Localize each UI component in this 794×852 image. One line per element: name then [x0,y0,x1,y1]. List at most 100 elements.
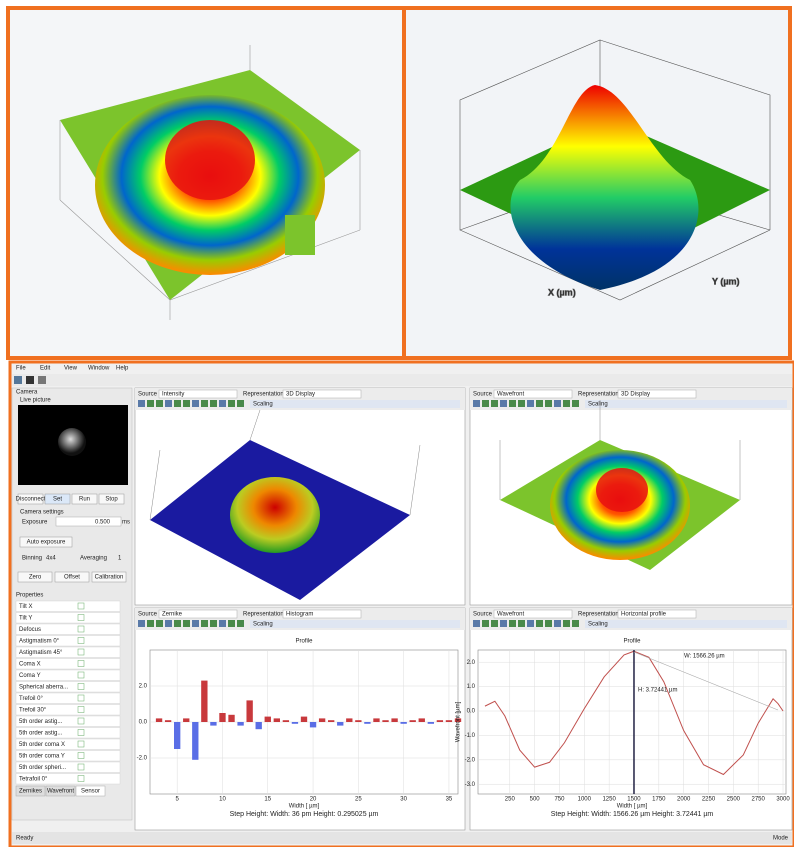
tool-icon[interactable] [138,400,145,407]
tool-icon[interactable] [536,620,543,627]
tool-icon[interactable] [174,400,181,407]
dropdown[interactable] [617,389,697,399]
menu-item[interactable]: Help [116,366,129,372]
property-row[interactable] [15,738,121,750]
tool-icon[interactable] [536,400,543,407]
property-row[interactable] [15,727,121,739]
property-name[interactable]: Coma Y [19,673,41,679]
property-row[interactable] [15,635,121,647]
property-row[interactable] [15,623,121,635]
dropdown[interactable] [282,609,362,619]
checkbox[interactable] [77,694,85,702]
button[interactable] [54,571,90,583]
tool-icon[interactable] [500,620,507,627]
checkbox[interactable] [77,775,85,782]
tool-icon[interactable] [183,400,190,407]
property-row[interactable] [15,750,121,762]
property-row[interactable] [15,612,121,624]
tool-icon[interactable] [518,400,525,407]
tool-icon[interactable] [174,620,181,627]
tool-icon[interactable] [156,620,163,627]
tool-icon[interactable] [237,400,244,407]
tool-icon[interactable] [527,400,534,407]
dropdown[interactable] [617,609,697,619]
tool-icon[interactable] [147,400,154,407]
checkbox[interactable] [77,706,85,713]
button-label[interactable]: Run [79,497,90,503]
tool-icon[interactable] [156,400,163,407]
button-label[interactable]: Calibration [95,575,124,581]
tab-label[interactable]: Wavefront [47,789,74,795]
tool-icon[interactable] [572,400,579,407]
property-name[interactable]: Trefoil 30° [19,708,47,714]
tool-icon[interactable] [572,620,579,627]
checkbox[interactable] [77,660,85,667]
tool-icon[interactable] [201,620,208,627]
button-label[interactable]: Disconnect [16,497,46,503]
tool-icon[interactable] [201,400,208,407]
tool-icon[interactable] [228,620,235,627]
dropdown[interactable] [282,389,362,399]
checkbox[interactable] [77,763,85,771]
tool-icon[interactable] [563,620,570,627]
tab[interactable] [75,785,106,797]
checkbox[interactable] [77,729,85,736]
checkbox[interactable] [77,625,85,633]
property-name[interactable]: 5th order coma X [19,742,65,748]
tool-icon[interactable] [482,620,489,627]
button-label[interactable]: Auto exposure [27,540,66,546]
tool-icon[interactable] [219,620,226,627]
property-name[interactable]: Tilt Y [19,616,32,622]
checkbox[interactable] [77,637,85,644]
property-name[interactable]: Astigmatism 0° [19,639,60,645]
tool-icon[interactable] [554,620,561,627]
tool-icon[interactable] [26,376,34,384]
tool-icon[interactable] [165,620,172,627]
tool-icon[interactable] [554,400,561,407]
tool-icon[interactable] [38,376,46,384]
dropdown-value[interactable]: 3D Display [286,392,315,398]
button[interactable] [44,493,71,505]
tool-icon[interactable] [527,620,534,627]
tool-icon[interactable] [518,620,525,627]
exposure-field[interactable] [55,516,122,527]
dropdown-value[interactable]: Horizontal profile [621,612,667,618]
tool-icon[interactable] [138,620,145,627]
tool-icon[interactable] [482,400,489,407]
tool-icon[interactable] [473,620,480,627]
dropdown-value[interactable]: Histogram [286,612,313,618]
tab[interactable] [45,785,76,797]
tool-icon[interactable] [165,400,172,407]
tool-icon[interactable] [473,400,480,407]
dropdown[interactable] [158,609,238,619]
property-name[interactable]: Trefoil 0° [19,696,43,702]
checkbox[interactable] [77,614,85,621]
button-label[interactable]: Set [53,497,62,503]
property-name[interactable]: Tilt X [19,604,32,610]
tab-label[interactable]: Zernikes [19,789,42,795]
tool-icon[interactable] [237,620,244,627]
dropdown-value[interactable]: Wavefront [497,612,524,618]
button[interactable] [91,571,127,583]
tool-icon[interactable] [210,620,217,627]
checkbox[interactable] [77,752,85,759]
menu-item[interactable]: Window [88,366,110,372]
tool-icon[interactable] [509,620,516,627]
tab-label[interactable]: Sensor [81,789,100,795]
button[interactable] [71,493,98,505]
property-name[interactable]: Astigmatism 45° [19,650,63,656]
property-row[interactable] [15,704,121,716]
checkbox[interactable] [77,671,85,679]
property-row[interactable] [15,773,121,785]
dropdown-value[interactable]: Intensity [162,392,184,398]
menu-item[interactable]: Edit [40,366,51,372]
button[interactable] [98,493,125,505]
checkbox[interactable] [77,602,85,610]
button-label[interactable]: Stop [105,497,118,503]
property-row[interactable] [15,658,121,670]
dropdown-value[interactable]: Zernike [162,612,183,618]
tool-icon[interactable] [192,620,199,627]
tool-icon[interactable] [14,376,22,384]
tool-icon[interactable] [545,620,552,627]
menu-item[interactable]: View [64,366,78,372]
